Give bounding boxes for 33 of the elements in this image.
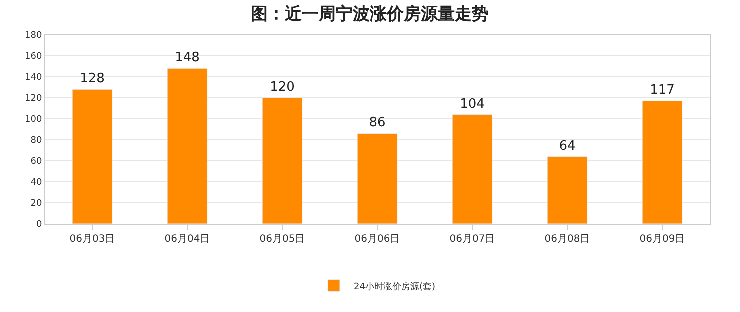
y-tick-label: 0 (36, 220, 42, 230)
data-label: 148 (175, 50, 200, 66)
y-tick-label: 180 (25, 31, 42, 42)
legend-label: 24小时涨价房源(套) (354, 281, 436, 292)
chart-title: 图：近一周宁波涨价房源量走势 (251, 4, 489, 25)
y-tick-label: 80 (30, 136, 42, 146)
y-tick-label: 140 (25, 73, 42, 84)
bar (72, 89, 113, 224)
y-tick-label: 160 (25, 52, 42, 62)
y-tick-label: 60 (30, 157, 42, 168)
bar (452, 114, 493, 224)
x-tick-label: 06月08日 (544, 234, 590, 245)
x-tick-label: 06月07日 (450, 234, 496, 245)
bar (357, 133, 398, 224)
y-tick-label: 100 (25, 115, 42, 126)
x-tick-label: 06月09日 (640, 234, 686, 245)
data-label: 120 (270, 80, 295, 95)
x-tick-label: 06月03日 (70, 234, 116, 245)
bar (642, 100, 683, 224)
x-tick-label: 06月04日 (164, 234, 210, 245)
y-tick-label: 120 (25, 94, 42, 104)
data-label: 104 (460, 96, 485, 112)
y-tick-label: 40 (30, 178, 42, 188)
bar (167, 68, 208, 224)
bar (547, 156, 588, 224)
x-tick-label: 06月05日 (260, 234, 306, 245)
data-label: 128 (80, 72, 105, 87)
x-tick-label: 06月06日 (354, 234, 400, 245)
bar (262, 98, 303, 224)
data-label: 86 (369, 116, 386, 131)
y-tick-label: 20 (30, 199, 42, 210)
data-label: 64 (559, 138, 576, 154)
data-label: 117 (650, 83, 675, 98)
